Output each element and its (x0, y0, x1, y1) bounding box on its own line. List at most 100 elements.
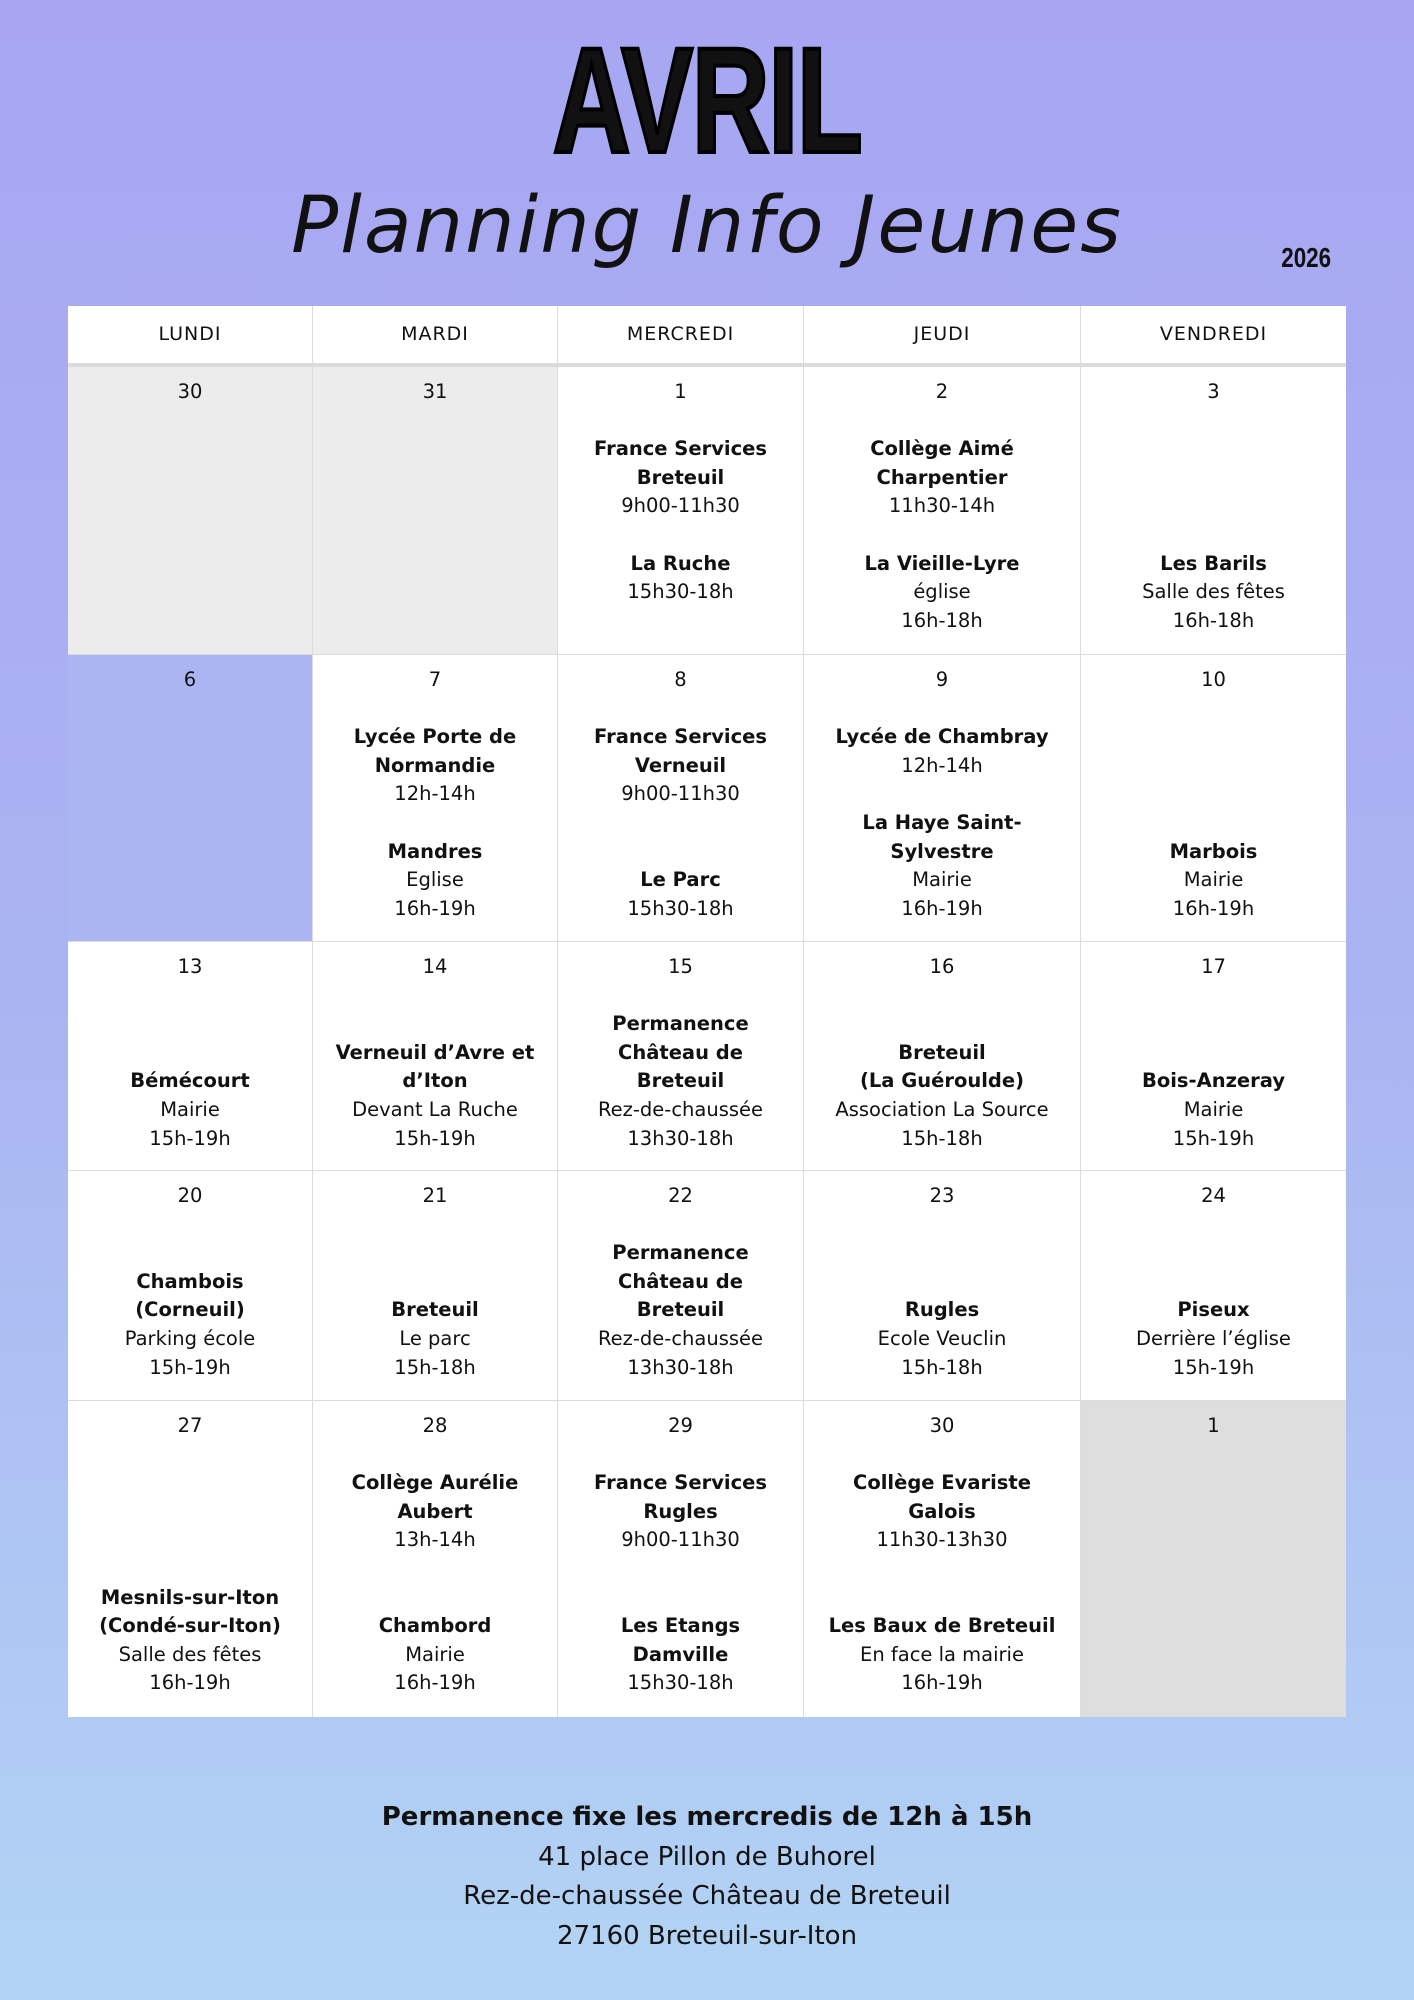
day-number: 22 (668, 1184, 693, 1207)
calendar-day-cell: 30 (68, 367, 312, 654)
spacer (1081, 1239, 1346, 1268)
event-detail: 16h-18h (1172, 608, 1255, 632)
event-title: Bémécourt (130, 1069, 250, 1093)
spacer (68, 1239, 312, 1268)
spacer (1081, 982, 1346, 1011)
day-header-vendredi: VENDREDI (1081, 306, 1346, 363)
footer-title: Permanence fixe les mercredis de 12h à 1… (381, 1802, 1033, 1832)
spacer (1081, 1010, 1346, 1039)
event-detail: Derrière l’église (1136, 1326, 1291, 1350)
event-detail: 15h-19h (149, 1355, 231, 1379)
day-number: 14 (422, 955, 448, 978)
event-detail: 12h-14h (901, 753, 983, 777)
spacer (1081, 435, 1346, 464)
calendar-day-cell: 7 Lycée Porte de Normandie 12h-14h Mandres Eg… (313, 655, 557, 941)
day-number: 31 (422, 380, 448, 403)
event-detail: 15h30-18h (627, 1671, 734, 1695)
event-detail: 15h-19h (149, 1126, 231, 1150)
event-title: France Services (594, 725, 767, 749)
event-detail: 16h-18h (901, 608, 983, 632)
spacer (804, 1584, 1080, 1613)
spacer (804, 1441, 1080, 1470)
event-detail: 16h-19h (901, 896, 983, 920)
spacer (1081, 809, 1346, 838)
calendar-day-cell: 1 (1081, 1401, 1346, 1717)
event-title: Lycée Porte de (353, 725, 517, 749)
spacer (804, 1555, 1080, 1584)
spacer (804, 695, 1080, 724)
event-title: Les Etangs (620, 1614, 741, 1638)
spacer (558, 1441, 803, 1470)
spacer (1081, 695, 1346, 724)
day-number: 6 (183, 668, 197, 691)
spacer (1081, 1268, 1346, 1297)
calendar-day-cell: 31 (313, 367, 557, 654)
spacer (1081, 492, 1346, 521)
event-title: Breteuil (636, 1069, 725, 1093)
event-title: Château de (618, 1040, 743, 1064)
event-detail: 16h-19h (149, 1671, 231, 1695)
event-detail: 9h00-11h30 (621, 494, 740, 518)
event-title: Charpentier (876, 465, 1008, 489)
spacer (558, 1555, 803, 1584)
event-title: France Services (594, 437, 767, 461)
day-number: 1 (1207, 1414, 1220, 1437)
spacer (804, 407, 1080, 436)
spacer (313, 1441, 557, 1470)
event-detail: Mairie (1183, 868, 1244, 892)
event-title: Breteuil (898, 1040, 986, 1064)
event-title: Breteuil (636, 1298, 725, 1322)
event-title: Rugles (643, 1499, 718, 1523)
spacer (804, 1239, 1080, 1268)
event-title: d’Iton (402, 1069, 468, 1093)
event-detail: 15h-18h (901, 1126, 983, 1150)
event-detail: 15h-19h (1172, 1126, 1255, 1150)
day-number: 23 (929, 1184, 955, 1207)
spacer (68, 1469, 312, 1498)
event-title: Collège Aurélie (351, 1471, 519, 1495)
event-detail: Devant La Ruche (352, 1097, 518, 1121)
event-title: Mandres (387, 839, 483, 863)
event-title: Lycée de Chambray (835, 725, 1049, 749)
calendar-day-cell: 1 France Services Breteuil 9h00-11h30 La Ruc… (558, 367, 803, 654)
event-detail: 16h-19h (394, 1671, 476, 1695)
event-detail: Salle des fêtes (1142, 580, 1285, 604)
day-number: 3 (1207, 380, 1220, 403)
calendar-day-cell: 28 Collège Aurélie Aubert 13h-14h Chambord Ma… (313, 1401, 557, 1717)
event-detail: 9h00-11h30 (621, 782, 740, 806)
event-detail: 12h-14h (394, 782, 476, 806)
calendar-day-cell: 6 (68, 655, 312, 941)
spacer (313, 1584, 557, 1613)
event-detail: 9h00-11h30 (621, 1528, 740, 1552)
calendar-day-cell: 8 France Services Verneuil 9h00-11h30 Le Par… (558, 655, 803, 941)
event-title: Breteuil (391, 1298, 479, 1322)
event-detail: Association La Source (835, 1097, 1049, 1121)
spacer (1081, 723, 1346, 752)
day-header-lundi: LUNDI (68, 306, 312, 363)
event-title: Damville (632, 1642, 729, 1666)
event-detail: 15h-18h (394, 1355, 476, 1379)
spacer (313, 982, 557, 1011)
event-detail: Salle des fêtes (118, 1642, 262, 1666)
event-detail: 16h-19h (901, 1671, 983, 1695)
day-header-mercredi: MERCREDI (558, 306, 803, 363)
event-title: (La Guéroulde) (859, 1069, 1025, 1093)
event-detail: 15h-19h (394, 1126, 476, 1150)
day-number: 7 (428, 668, 442, 691)
calendar-day-cell: 10 Marbois Mairie 16h-19h (1081, 655, 1346, 941)
spacer (558, 407, 803, 436)
month-title: AVRIL (551, 16, 864, 184)
spacer (804, 1010, 1080, 1039)
event-title: Rugles (904, 1298, 980, 1322)
event-title: France Services (594, 1471, 767, 1495)
calendar-day-cell: 22 Permanence Château de Breteuil Rez-de-cha… (558, 1171, 803, 1400)
event-detail: 15h30-18h (627, 896, 734, 920)
day-header-jeudi: JEUDI (804, 306, 1080, 363)
spacer (68, 1555, 312, 1584)
event-detail: En face la mairie (860, 1642, 1024, 1666)
day-number: 29 (668, 1414, 693, 1437)
event-title: Bois-Anzeray (1141, 1069, 1286, 1093)
event-title: Marbois (1169, 839, 1258, 863)
event-detail: Mairie (912, 868, 972, 892)
spacer (558, 982, 803, 1011)
